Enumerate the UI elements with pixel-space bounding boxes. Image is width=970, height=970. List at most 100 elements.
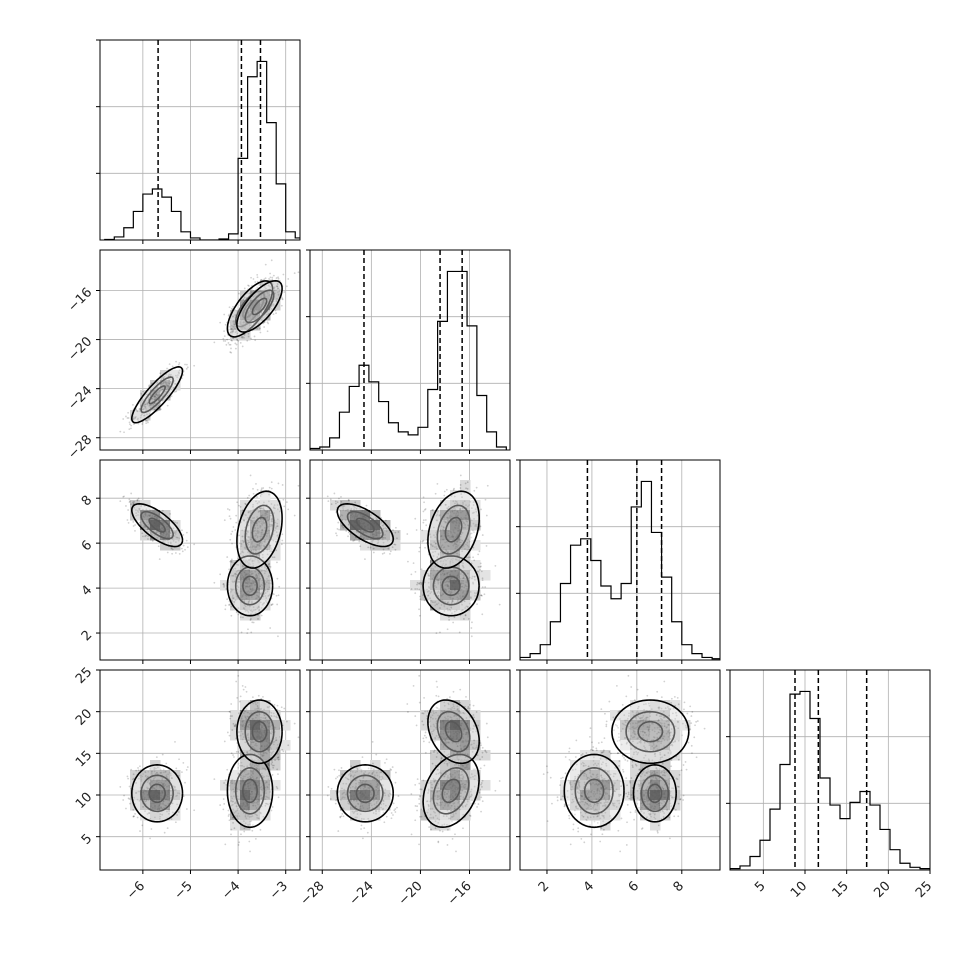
sample-point-2-0 xyxy=(258,501,260,503)
sample-point-2-0 xyxy=(146,515,149,518)
sample-point-1-0 xyxy=(153,389,156,392)
sample-point-2-0 xyxy=(222,583,225,586)
sample-point-3-0 xyxy=(168,789,170,792)
sample-point-1-0 xyxy=(254,281,257,283)
sample-point-3-0 xyxy=(139,765,141,768)
sample-point-2-1 xyxy=(427,581,430,584)
sample-point-1-0 xyxy=(237,339,240,342)
density-cell-2-1 xyxy=(390,530,401,541)
sample-point-2-0 xyxy=(125,505,127,507)
sample-point-1-0 xyxy=(240,336,243,338)
sample-point-3-0 xyxy=(231,782,234,784)
sample-point-2-0 xyxy=(157,545,160,548)
sample-point-2-1 xyxy=(457,559,460,562)
sample-point-2-0 xyxy=(238,578,240,581)
sample-point-2-0 xyxy=(247,562,250,565)
sample-point-2-0 xyxy=(223,519,226,522)
sample-point-2-0 xyxy=(261,535,263,538)
sample-point-2-1 xyxy=(440,573,442,576)
sample-point-2-1 xyxy=(359,528,362,531)
sample-point-1-0 xyxy=(247,318,249,321)
sample-point-2-0 xyxy=(255,573,258,576)
sample-point-3-0 xyxy=(263,727,266,730)
sample-point-1-0 xyxy=(143,414,145,417)
sample-point-3-0 xyxy=(250,756,252,758)
sample-point-2-0 xyxy=(230,558,233,561)
sample-point-3-0 xyxy=(241,720,244,723)
sample-point-3-0 xyxy=(168,810,171,812)
sample-point-2-0 xyxy=(140,505,142,508)
sample-point-3-0 xyxy=(246,782,249,785)
density-cell-2-0 xyxy=(130,510,141,521)
sample-point-2-0 xyxy=(242,551,245,554)
sample-point-2-0 xyxy=(251,588,253,590)
sample-point-1-0 xyxy=(248,285,250,287)
sample-point-3-0 xyxy=(238,731,240,734)
sample-point-2-0 xyxy=(167,519,170,522)
sample-point-2-0 xyxy=(248,574,251,576)
sample-point-2-1 xyxy=(382,541,385,544)
sample-point-2-1 xyxy=(462,590,465,593)
sample-point-2-0 xyxy=(256,502,259,505)
sample-point-2-1 xyxy=(456,552,459,555)
sample-point-2-1 xyxy=(472,546,475,549)
sample-point-2-0 xyxy=(244,605,247,608)
sample-point-1-0 xyxy=(182,374,185,376)
sample-point-2-0 xyxy=(153,522,156,524)
density-cell-2-0 xyxy=(260,570,271,581)
sample-point-3-0 xyxy=(252,722,254,725)
sample-point-2-0 xyxy=(234,572,237,575)
sample-point-1-0 xyxy=(160,389,163,392)
sample-point-2-0 xyxy=(258,573,260,575)
sample-point-1-0 xyxy=(139,416,142,419)
sample-point-2-1 xyxy=(416,583,418,586)
sample-point-2-1 xyxy=(419,598,422,601)
sample-point-2-0 xyxy=(257,527,259,530)
sample-point-1-0 xyxy=(138,408,141,410)
sample-point-1-0 xyxy=(176,376,179,379)
sample-point-2-0 xyxy=(231,594,234,597)
sample-point-1-0 xyxy=(241,345,244,348)
sample-point-2-0 xyxy=(236,584,239,587)
sample-point-2-1 xyxy=(453,487,455,490)
sample-point-2-1 xyxy=(437,578,440,581)
sample-point-3-0 xyxy=(156,794,159,797)
sample-point-3-0 xyxy=(270,724,273,727)
sample-point-2-0 xyxy=(239,616,242,619)
sample-point-1-0 xyxy=(276,288,279,290)
sample-point-3-0 xyxy=(161,777,164,780)
sample-point-2-0 xyxy=(230,614,233,617)
sample-point-3-0 xyxy=(250,774,253,776)
sample-point-2-1 xyxy=(449,562,452,565)
sample-point-2-1 xyxy=(467,524,469,527)
sample-point-2-1 xyxy=(438,579,441,582)
sample-point-3-0 xyxy=(270,748,272,750)
sample-point-1-0 xyxy=(148,404,151,407)
sample-point-1-0 xyxy=(250,291,253,294)
sample-point-1-0 xyxy=(134,416,136,419)
sample-point-1-0 xyxy=(232,305,234,308)
sample-point-2-0 xyxy=(265,517,268,519)
sample-point-2-0 xyxy=(154,515,156,518)
sample-point-1-0 xyxy=(122,418,125,420)
sample-point-3-0 xyxy=(250,765,253,768)
density-cell-3-0 xyxy=(150,790,161,801)
sample-point-1-0 xyxy=(230,328,233,331)
sample-point-2-1 xyxy=(353,508,355,511)
sample-point-3-0 xyxy=(151,770,153,773)
sample-point-3-0 xyxy=(241,804,244,807)
sample-point-1-0 xyxy=(252,290,255,292)
sample-point-2-0 xyxy=(264,512,267,515)
sample-point-2-0 xyxy=(254,576,257,579)
sample-point-2-1 xyxy=(437,590,440,593)
sample-point-2-0 xyxy=(228,568,231,571)
sample-point-2-0 xyxy=(140,524,143,527)
sample-point-1-0 xyxy=(153,398,156,401)
sample-point-2-1 xyxy=(410,588,413,590)
sample-point-2-1 xyxy=(456,519,459,522)
sample-point-2-1 xyxy=(420,582,423,584)
sample-point-2-0 xyxy=(237,607,240,610)
sample-point-2-0 xyxy=(166,525,168,528)
sample-point-2-1 xyxy=(423,509,426,511)
density-cell-3-0 xyxy=(240,810,251,821)
